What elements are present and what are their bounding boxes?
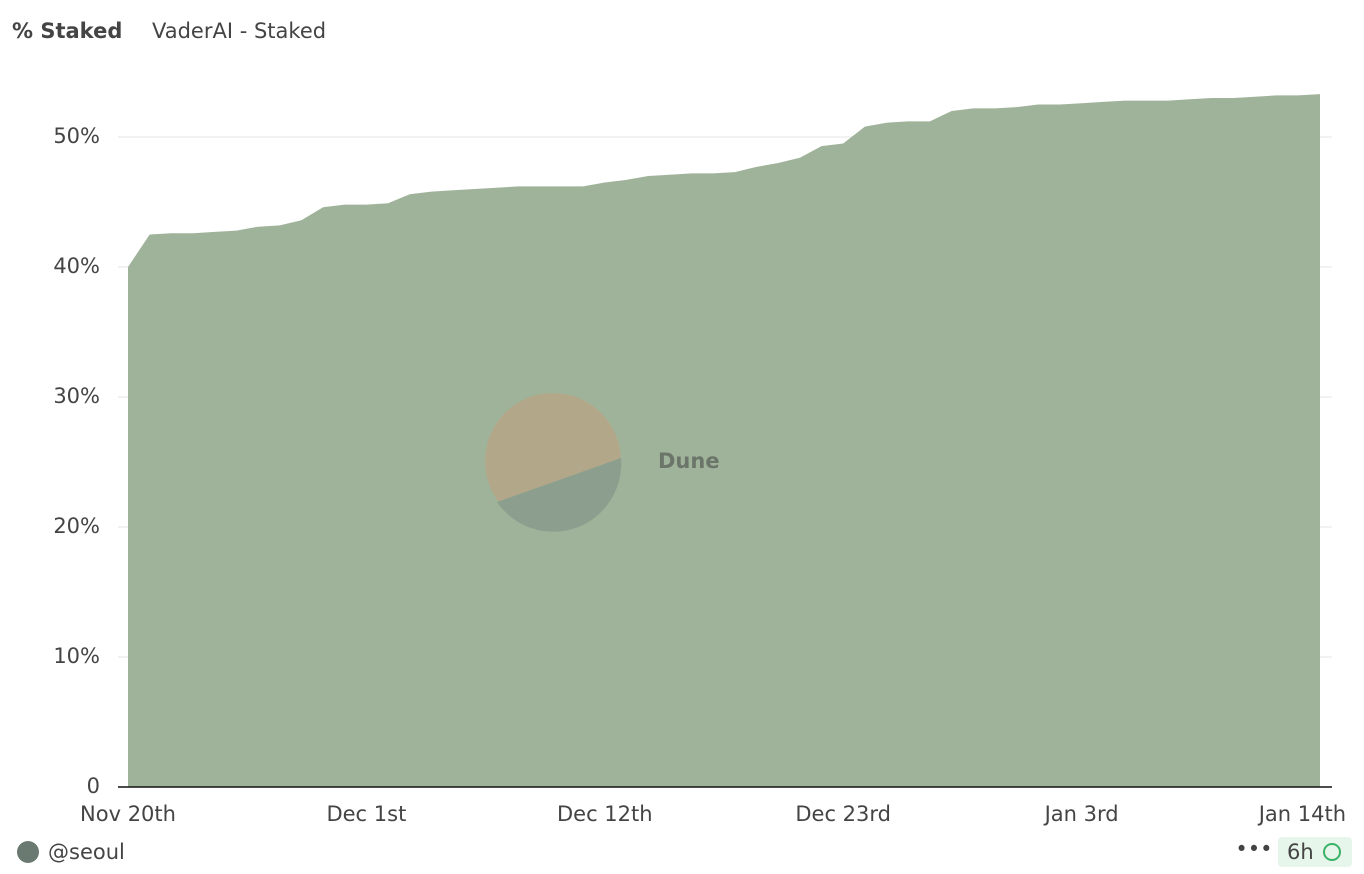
x-tick-label: Jan 3rd bbox=[1043, 802, 1119, 826]
more-menu[interactable]: ••• bbox=[1235, 837, 1272, 861]
chart-title: % Staked bbox=[12, 19, 122, 43]
y-tick-label: 40% bbox=[53, 254, 100, 278]
watermark-logo-part bbox=[497, 458, 622, 532]
refresh-label: 6h bbox=[1287, 840, 1314, 864]
plot-area: 0 10% 20% 30% 40% 50% Dune Nov 20th Dec 1st Dec… bbox=[53, 94, 1346, 826]
author[interactable]: @seoul bbox=[48, 840, 125, 864]
x-tick-label: Dec 1st bbox=[326, 802, 406, 826]
watermark: Dune bbox=[485, 393, 720, 532]
x-tick-label: Nov 20th bbox=[80, 802, 176, 826]
watermark-text: Dune bbox=[658, 449, 720, 473]
x-tick-label: Dec 12th bbox=[557, 802, 653, 826]
x-tick-label: Jan 14th bbox=[1257, 802, 1346, 826]
chart-subtitle: VaderAI - Staked bbox=[152, 19, 326, 43]
y-tick-label: 20% bbox=[53, 514, 100, 538]
author-avatar bbox=[17, 841, 39, 863]
y-tick-label: 30% bbox=[53, 384, 100, 408]
area bbox=[128, 94, 1320, 788]
y-tick-label: 50% bbox=[53, 124, 100, 148]
verified-icon bbox=[1323, 843, 1341, 861]
y-tick-label: 0 bbox=[87, 774, 100, 798]
x-tick-label: Dec 23rd bbox=[795, 802, 891, 826]
y-tick-label: 10% bbox=[53, 644, 100, 668]
